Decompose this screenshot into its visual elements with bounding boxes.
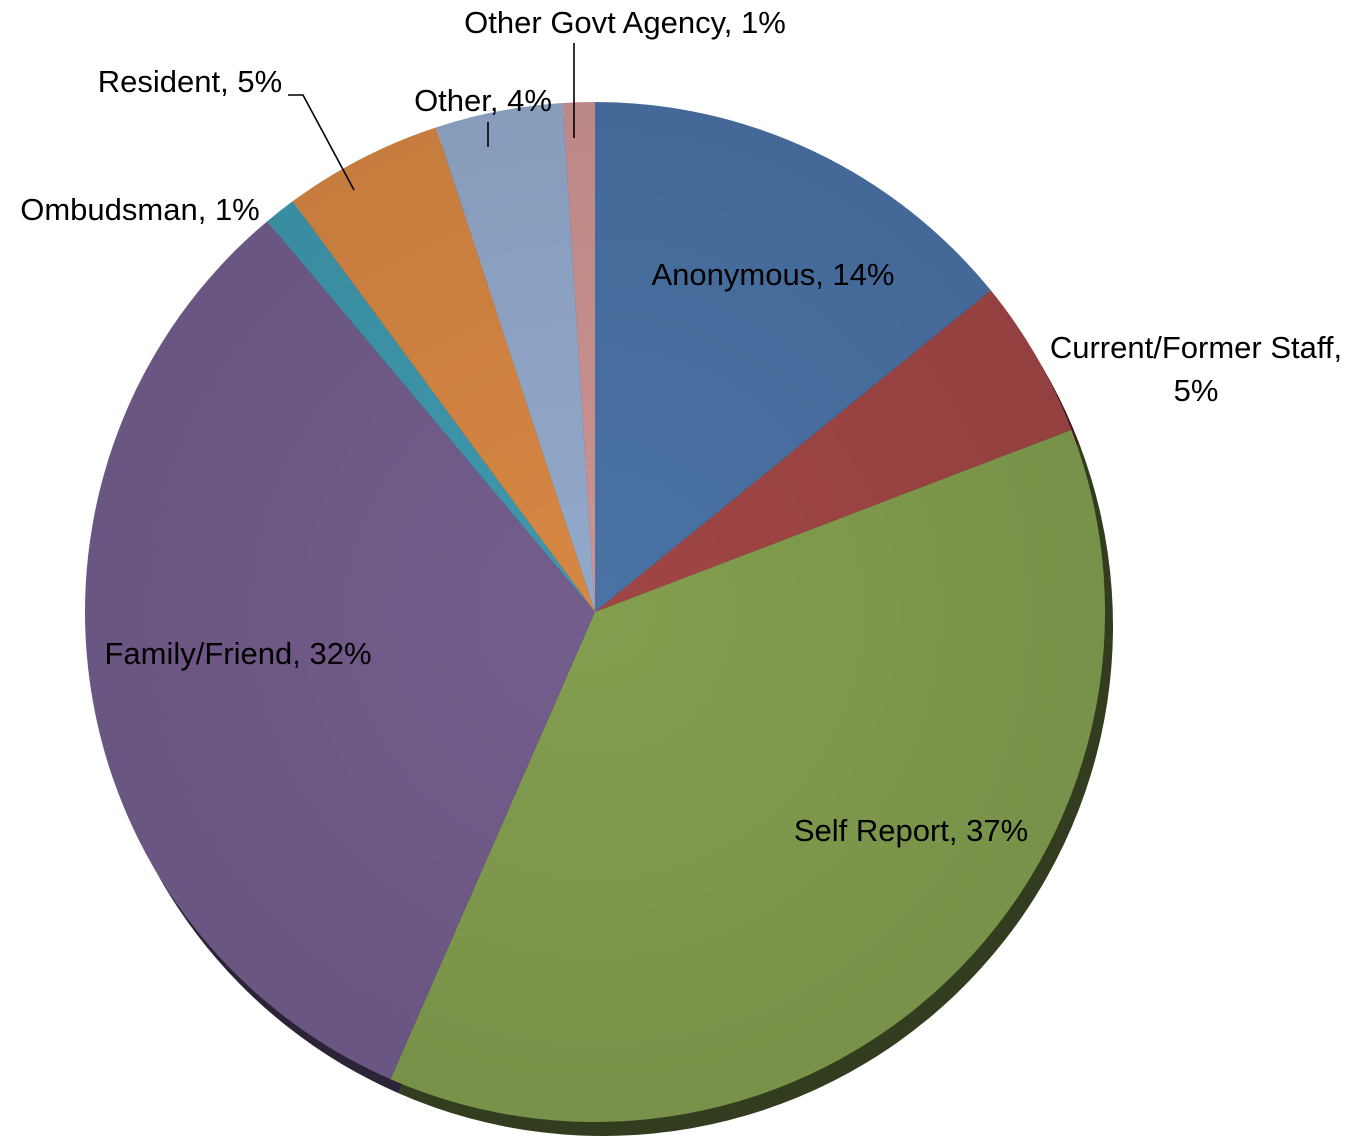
data-label-other: Other, 4% [414,83,552,118]
data-label-ombudsman: Ombudsman, 1% [20,192,260,227]
data-label-current-former-staff: Current/Former Staff, [1050,330,1342,365]
data-label-current-former-staff-line2: 5% [1174,373,1219,408]
data-label-family-friend: Family/Friend, 32% [104,636,371,671]
pie-leader-lines [288,43,575,191]
pie-data-labels: Anonymous, 14% Current/Former Staff, 5% Sel… [20,5,1342,848]
data-label-anonymous: Anonymous, 14% [652,257,895,292]
data-label-resident: Resident, 5% [98,64,282,99]
data-label-other-govt-agency: Other Govt Agency, 1% [464,5,786,40]
pie-shading-overlay [85,102,1105,1122]
data-label-self-report: Self Report, 37% [794,813,1028,848]
leader-line-resident [288,94,355,191]
pie-slices [85,102,1106,1123]
